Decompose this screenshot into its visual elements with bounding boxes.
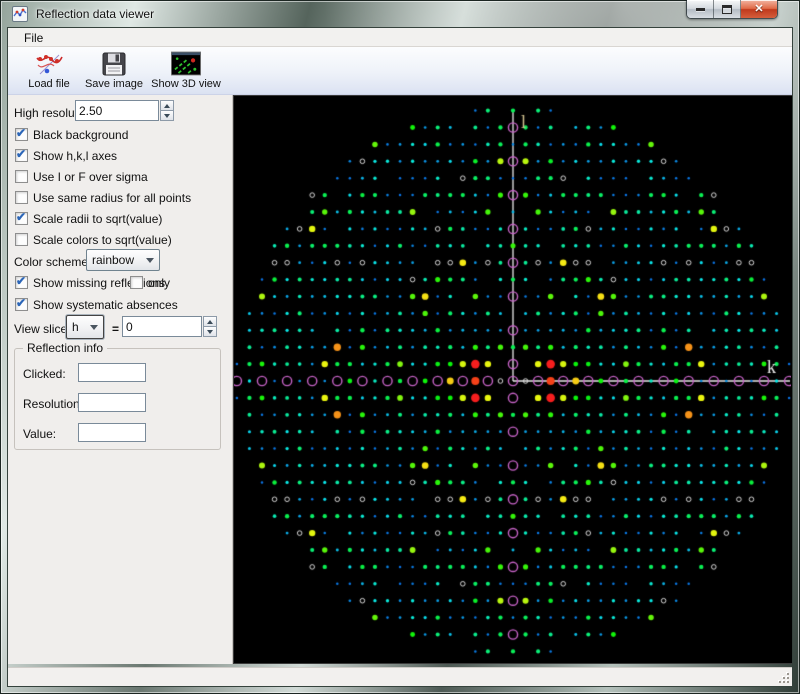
checkbox-box[interactable] xyxy=(15,147,28,162)
view-slice-axis-dropdown[interactable]: h xyxy=(66,315,104,339)
window-title: Reflection data viewer xyxy=(36,7,155,21)
chevron-down-icon xyxy=(207,329,213,337)
checkbox-box[interactable] xyxy=(15,191,28,204)
spin-down-button[interactable] xyxy=(160,111,174,121)
equals-sign: = xyxy=(112,322,120,336)
chevron-up-icon xyxy=(207,317,213,324)
high-resolution-input[interactable] xyxy=(75,100,159,121)
view-slice-spinner xyxy=(203,316,217,337)
chevron-down-icon xyxy=(90,324,98,334)
checkbox-box[interactable] xyxy=(15,210,28,225)
chevron-up-icon xyxy=(164,101,170,108)
reflection-info-title: Reflection info xyxy=(23,341,108,355)
spin-up-button[interactable] xyxy=(160,100,174,111)
chevron-down-icon xyxy=(164,113,170,121)
checkbox-box[interactable] xyxy=(130,276,143,289)
client-frame xyxy=(7,27,793,687)
titlebar[interactable]: Reflection data viewer ✕ xyxy=(0,0,800,28)
color-scheme-label: Color scheme: xyxy=(14,255,92,269)
clicked-label: Clicked: xyxy=(23,367,66,381)
view-slice-label: View slice: xyxy=(14,322,71,336)
checkbox-box[interactable] xyxy=(15,233,28,246)
save-image-button[interactable]: Save image xyxy=(82,49,146,93)
window-controls: ✕ xyxy=(686,0,778,19)
checkbox-box[interactable] xyxy=(15,170,28,183)
3d-view-thumbnail-icon xyxy=(171,49,201,78)
floppy-disk-icon xyxy=(99,49,129,78)
reflection-canvas[interactable] xyxy=(234,96,791,663)
resize-grip-icon[interactable] xyxy=(778,672,789,683)
app-icon xyxy=(12,6,28,22)
spin-down-button[interactable] xyxy=(203,327,217,337)
color-scheme-value: rainbow xyxy=(92,253,135,267)
view-slice-input[interactable] xyxy=(122,316,202,337)
value-field[interactable] xyxy=(78,423,146,442)
checkbox-box[interactable] xyxy=(15,274,28,289)
chevron-down-icon xyxy=(146,257,154,267)
load-file-button[interactable]: Load file xyxy=(20,49,78,93)
view-slice-axis-value: h xyxy=(72,320,79,334)
close-button[interactable]: ✕ xyxy=(741,0,777,18)
toolbar: Load file Save image xyxy=(8,47,792,95)
high-resolution-spinner xyxy=(160,100,174,121)
resolution-field[interactable] xyxy=(78,393,146,412)
menubar: File xyxy=(8,28,792,47)
plot-points-icon xyxy=(34,49,64,78)
menu-file[interactable]: File xyxy=(24,31,44,45)
close-icon: ✕ xyxy=(754,3,764,15)
minimize-icon xyxy=(695,8,705,11)
spin-up-button[interactable] xyxy=(203,316,217,327)
reflection-info-group: Reflection info Clicked: Resolution: Val… xyxy=(14,341,221,450)
save-image-label: Save image xyxy=(84,78,144,90)
maximize-button[interactable] xyxy=(714,0,741,18)
reflection-plot xyxy=(233,95,792,664)
load-file-label: Load file xyxy=(28,78,70,90)
show-3d-view-label: Show 3D view xyxy=(151,78,221,90)
statusbar xyxy=(8,667,792,686)
value-label: Value: xyxy=(23,427,57,441)
minimize-button[interactable] xyxy=(687,0,714,18)
control-panel: High resolution: Black background Show h… xyxy=(8,95,233,664)
color-scheme-dropdown[interactable]: rainbow xyxy=(86,249,160,271)
checkbox-box[interactable] xyxy=(15,296,28,311)
resolution-label: Resolution: xyxy=(23,397,84,411)
checkbox-box[interactable] xyxy=(15,126,28,141)
show-3d-view-button[interactable]: Show 3D view xyxy=(148,49,224,93)
clicked-field[interactable] xyxy=(78,363,146,382)
maximize-icon xyxy=(722,5,732,14)
